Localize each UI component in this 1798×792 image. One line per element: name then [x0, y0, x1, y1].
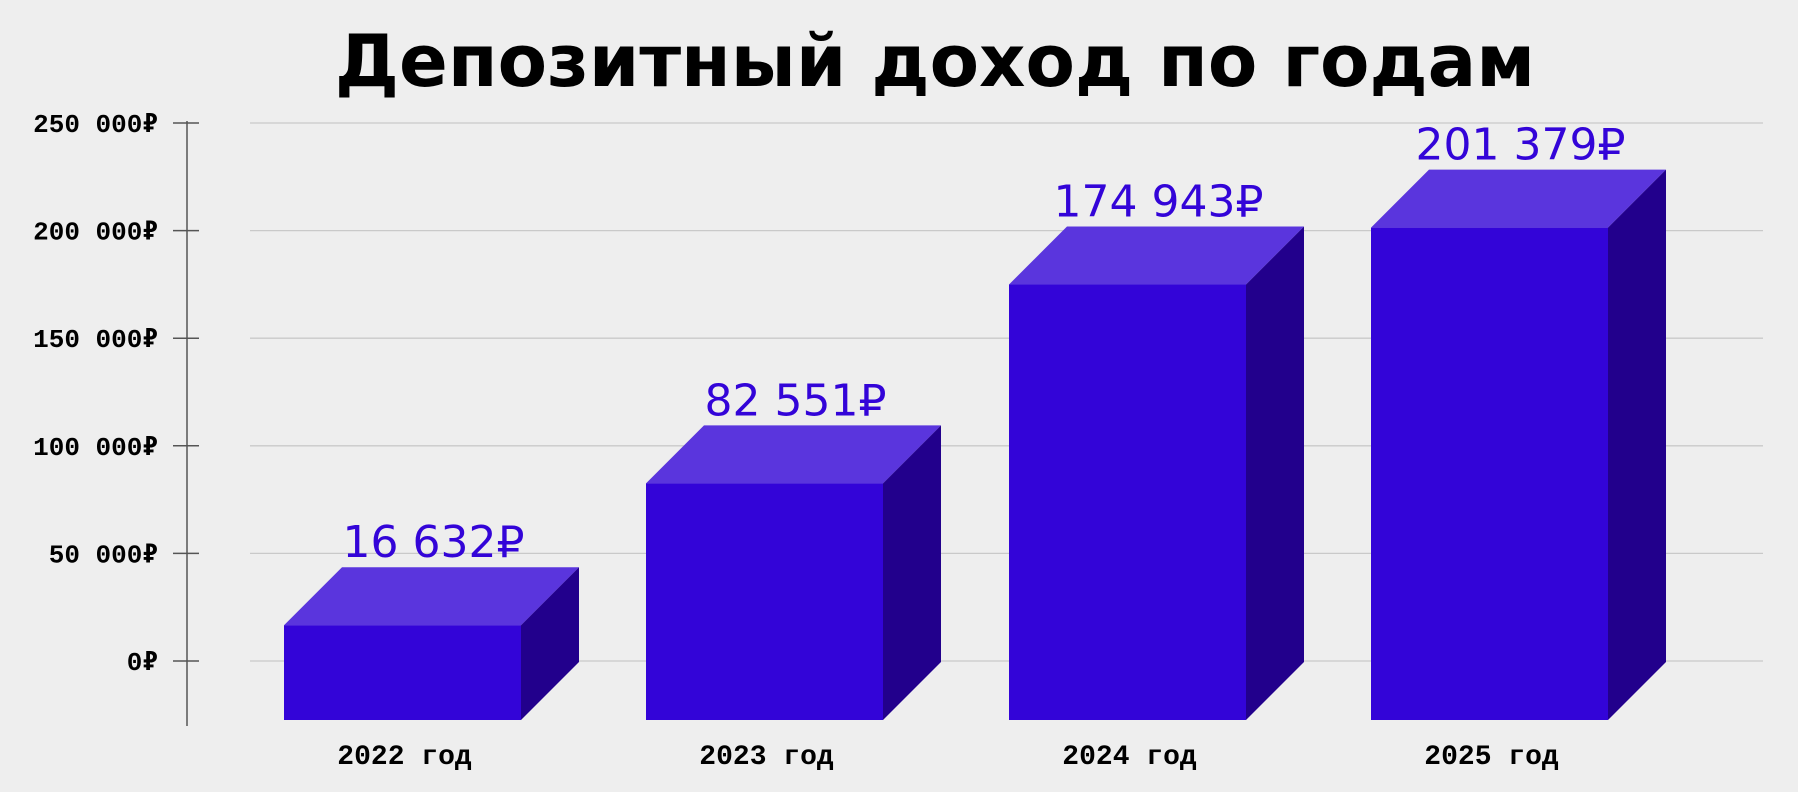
bar-side — [1608, 169, 1666, 720]
x-axis-labels: 2022 год 2023 год 2024 год 2025 год — [337, 742, 1559, 773]
x-tick-label: 2025 год — [1424, 742, 1559, 773]
bar-top — [1009, 226, 1304, 285]
y-axis: 0₽ 50 000₽ 100 000₽ 150 000₽ 200 000₽ 250 000… — [33, 110, 199, 726]
data-label: 16 632₽ — [343, 517, 525, 568]
bar-top — [646, 425, 941, 484]
x-tick-label: 2023 год — [699, 742, 834, 773]
y-tick-label: 150 000₽ — [33, 325, 158, 355]
bar-side — [521, 567, 579, 720]
bar — [284, 567, 579, 720]
bar — [1371, 169, 1666, 720]
bar-front — [646, 483, 883, 720]
data-label: 174 943₽ — [1054, 177, 1264, 228]
bar — [1009, 226, 1304, 721]
chart-title: Депозитный доход по годам — [335, 19, 1535, 103]
bar-front — [1009, 284, 1246, 720]
y-tick-label: 200 000₽ — [33, 218, 158, 248]
bar-side — [1246, 226, 1304, 721]
bar-front — [284, 625, 521, 720]
bar-top — [1371, 169, 1666, 228]
bars — [284, 169, 1666, 721]
y-tick-label: 0₽ — [127, 648, 158, 678]
bar-front — [1371, 227, 1608, 720]
bar-side — [883, 425, 941, 720]
bar-top — [284, 567, 579, 626]
bar — [646, 425, 941, 720]
x-tick-label: 2022 год — [337, 742, 472, 773]
data-labels: 16 632₽ 82 551₽ 174 943₽ 201 379₽ — [343, 120, 1626, 569]
data-label: 82 551₽ — [705, 375, 887, 426]
y-tick-label: 50 000₽ — [49, 540, 158, 570]
y-tick-label: 100 000₽ — [33, 433, 158, 463]
data-label: 201 379₽ — [1416, 120, 1626, 171]
x-tick-label: 2024 год — [1062, 742, 1197, 773]
y-tick-label: 250 000₽ — [33, 110, 158, 140]
